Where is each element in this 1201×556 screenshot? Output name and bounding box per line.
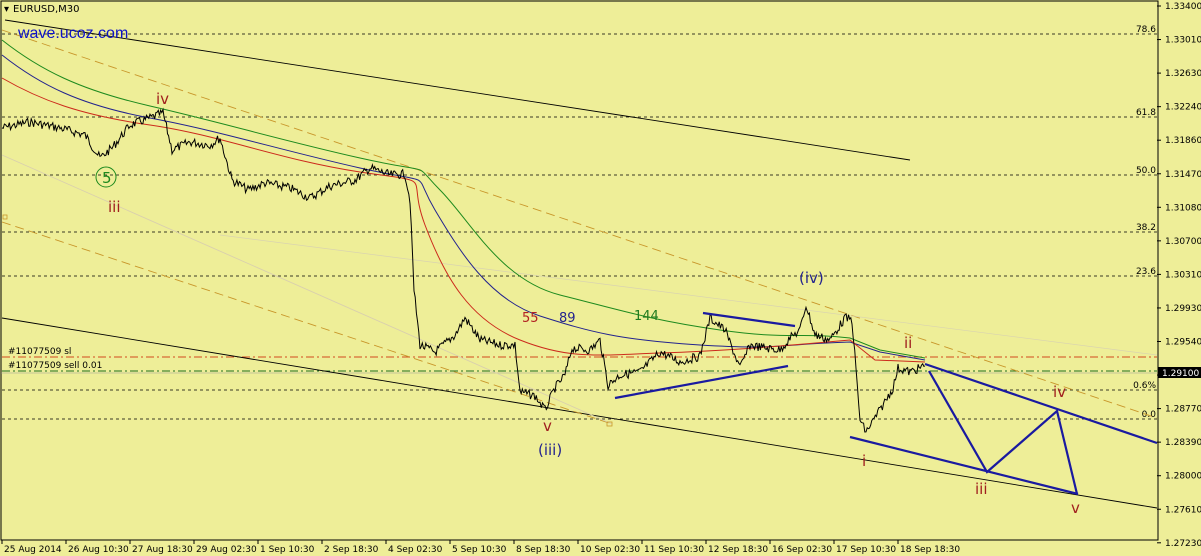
- time-tick-label: 5 Sep 10:30: [452, 545, 507, 555]
- channel-lower-dashed[interactable]: [1, 221, 613, 425]
- wave-label-iii-blue: (iii): [538, 441, 562, 459]
- time-tick-label: 26 Aug 10:30: [68, 545, 129, 555]
- order-sl-label: #11077509 sl: [8, 347, 71, 357]
- watermark: wave.ucoz.com: [17, 25, 128, 42]
- fib-label: 78.6: [1136, 25, 1156, 35]
- wave-label-iii: iii: [108, 198, 121, 216]
- price-axis[interactable]: 1.33400 1.33010 1.32630 1.32240 1.31860 1.314…: [1157, 2, 1201, 549]
- wave-label-v: v: [543, 417, 552, 435]
- time-tick-label: 27 Aug 18:30: [132, 545, 193, 555]
- price-tick-label: 1.33010: [1165, 36, 1201, 46]
- price-tick-label: 1.33400: [1165, 2, 1201, 12]
- plot-area: [0, 0, 1159, 541]
- price-tick-label: 1.28770: [1165, 405, 1201, 415]
- channel-mid-line: [1, 154, 613, 425]
- price-tick-label: 1.32240: [1165, 103, 1201, 113]
- time-tick-label: 11 Sep 10:30: [644, 545, 704, 555]
- price-tick-label: 1.31080: [1165, 203, 1201, 213]
- fib-label: 0.6%: [1133, 381, 1156, 391]
- time-tick-label: 12 Sep 18:30: [708, 545, 768, 555]
- price-tick-label: 1.29540: [1165, 338, 1201, 348]
- ma-89-label: 89: [559, 311, 576, 326]
- price-tick-label: 1.28000: [1165, 472, 1201, 482]
- wave-label-future-v: v: [1071, 499, 1080, 517]
- channel-anchor[interactable]: [606, 421, 613, 427]
- projection-path[interactable]: [849, 362, 1158, 496]
- ma-55-line: [1, 77, 926, 363]
- price-tick-label: 1.27610: [1165, 505, 1201, 515]
- price-tick-label: 1.32630: [1165, 69, 1201, 79]
- price-line: [1, 107, 926, 433]
- time-tick-label: 17 Sep 10:30: [836, 545, 896, 555]
- fib-label: 61.8: [1136, 108, 1156, 118]
- time-tick-label: 1 Sep 10:30: [260, 545, 315, 555]
- fib-label: 38.2: [1136, 223, 1156, 233]
- time-tick-label: 8 Sep 18:30: [516, 545, 571, 555]
- wave-label-5: 5: [102, 169, 112, 187]
- wave-label-future-iv: iv: [1053, 383, 1066, 401]
- channel-upper-dashed[interactable]: [1, 29, 1158, 419]
- order-sell-label: #11077509 sell 0.01: [8, 361, 102, 371]
- faint-line: [219, 234, 1158, 356]
- wave-label-ii: ii: [904, 334, 912, 352]
- price-tick-label: 1.29930: [1165, 304, 1201, 314]
- current-price-label: 1.29100: [1162, 369, 1199, 379]
- wave-label-iv: iv: [156, 90, 169, 108]
- price-tick-label: 1.27230: [1165, 539, 1201, 549]
- fib-label: 50.0: [1136, 166, 1156, 176]
- price-tick-label: 1.30700: [1165, 237, 1201, 247]
- time-tick-label: 16 Sep 02:30: [772, 545, 832, 555]
- time-tick-label: 25 Aug 2014: [4, 545, 62, 555]
- ma-55-label: 55: [522, 311, 539, 326]
- channel-anchor[interactable]: [2, 214, 8, 220]
- ma-144-line: [1, 39, 926, 359]
- ma-89-line: [1, 54, 926, 361]
- chart-menu-arrow-icon[interactable]: ▾: [4, 4, 9, 15]
- wave-label-future-iii: iii: [975, 480, 988, 498]
- price-tick-label: 1.30310: [1165, 270, 1201, 280]
- price-tick-label: 1.31470: [1165, 170, 1201, 180]
- symbol-label: EURUSD,M30: [13, 4, 79, 15]
- price-tick-label: 1.28390: [1165, 438, 1201, 448]
- wave-5-circle: [95, 166, 117, 188]
- fib-label: 23.6: [1136, 267, 1156, 277]
- trendline-upper[interactable]: [4, 19, 911, 161]
- time-tick-label: 2 Sep 18:30: [324, 545, 379, 555]
- wave-label-i: i: [862, 452, 866, 470]
- price-tick-label: 1.31860: [1165, 136, 1201, 146]
- current-price-marker: [1158, 367, 1201, 378]
- wave-label-iv-blue: (iv): [799, 269, 824, 287]
- time-tick-label: 4 Sep 02:30: [388, 545, 443, 555]
- time-tick-label: 29 Aug 02:30: [196, 545, 257, 555]
- triangle-pattern[interactable]: [614, 311, 796, 400]
- time-tick-label: 10 Sep 02:30: [580, 545, 640, 555]
- time-axis[interactable]: 25 Aug 2014 26 Aug 10:30 27 Aug 18:30 29 Au…: [1, 540, 960, 555]
- ma-144-label: 144: [634, 309, 659, 324]
- time-tick-label: 18 Sep 18:30: [900, 545, 960, 555]
